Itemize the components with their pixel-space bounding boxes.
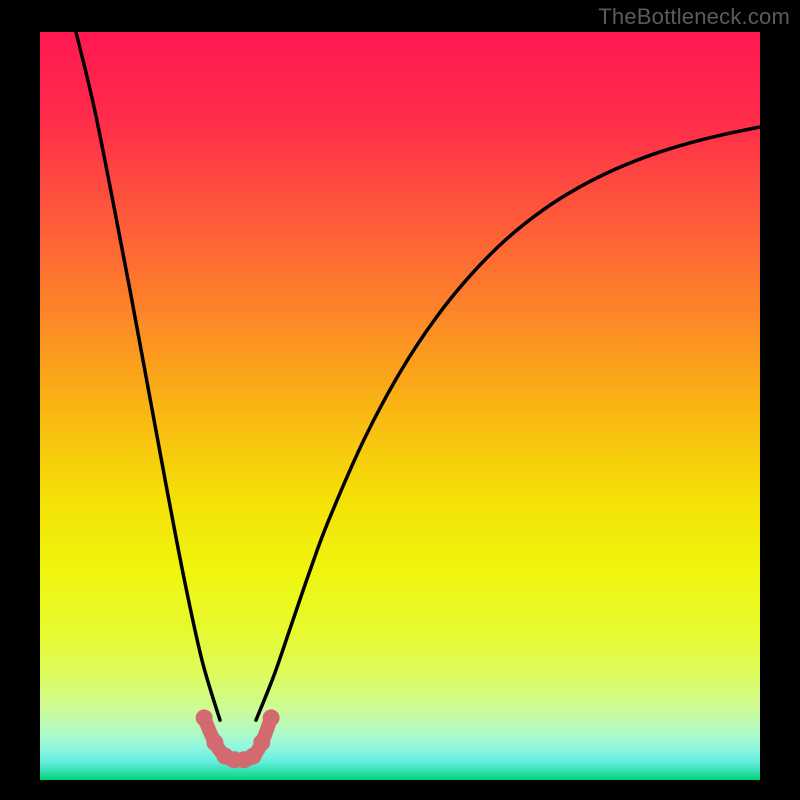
watermark-text: TheBottleneck.com bbox=[598, 4, 790, 30]
stage: TheBottleneck.com bbox=[0, 0, 800, 800]
bottom-marker bbox=[196, 709, 280, 768]
marker-dot bbox=[253, 734, 270, 751]
marker-dot bbox=[196, 709, 213, 726]
plot-area bbox=[40, 32, 760, 780]
curves-layer bbox=[40, 32, 760, 780]
marker-dot bbox=[263, 709, 280, 726]
marker-dot bbox=[206, 734, 223, 751]
curve-right bbox=[256, 127, 760, 720]
curve-left bbox=[76, 32, 220, 720]
